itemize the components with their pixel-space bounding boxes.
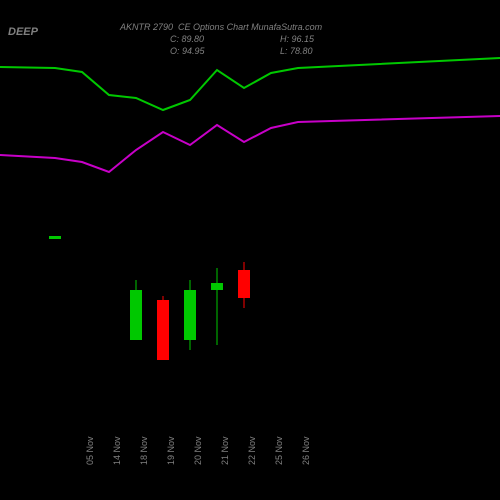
x-axis-tick-label: 20 Nov xyxy=(193,436,203,465)
x-axis-tick-label: 18 Nov xyxy=(139,436,149,465)
x-axis-tick-label: 26 Nov xyxy=(301,436,311,465)
x-axis-tick-label: 21 Nov xyxy=(220,436,230,465)
chart-container: AKNTR 2790 CE Options Chart MunafaSutra.… xyxy=(0,0,500,500)
x-axis-tick-label: 22 Nov xyxy=(247,436,257,465)
price-chart xyxy=(0,0,500,500)
x-axis-tick-label: 14 Nov xyxy=(112,436,122,465)
x-axis-tick-label: 25 Nov xyxy=(274,436,284,465)
x-axis-tick-label: 05 Nov xyxy=(85,436,95,465)
x-axis-tick-label: 19 Nov xyxy=(166,436,176,465)
